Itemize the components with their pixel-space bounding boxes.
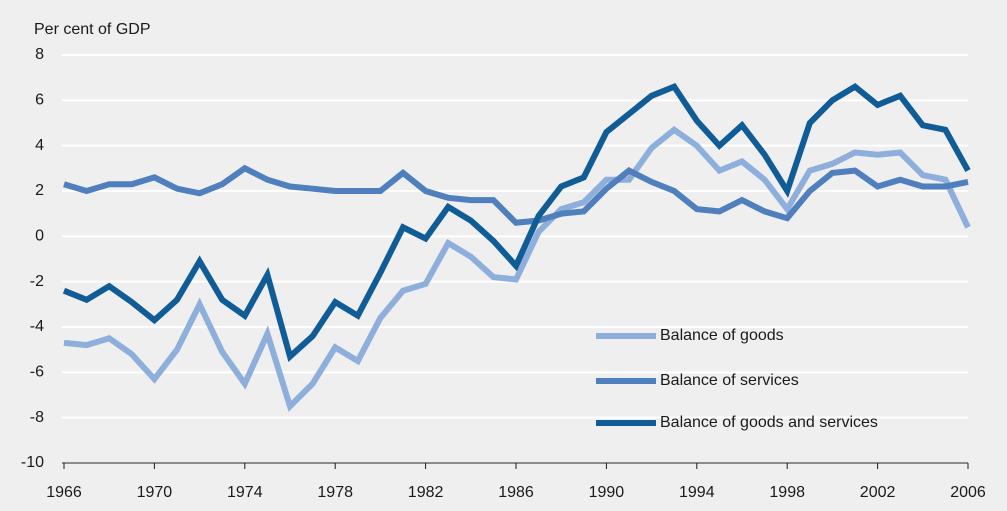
legend-label: Balance of services	[660, 372, 799, 389]
legend-label: Balance of goods	[660, 327, 784, 344]
y-tick-label: 0	[35, 228, 44, 245]
x-tick-label: 1986	[498, 484, 534, 501]
x-tick-label: 2006	[950, 484, 986, 501]
y-tick-label: 8	[35, 46, 44, 63]
x-tick-label: 1990	[589, 484, 625, 501]
y-tick-label: 4	[35, 137, 44, 154]
y-tick-label: -4	[30, 318, 44, 335]
x-tick-label: 1994	[679, 484, 715, 501]
x-tick-label: 1998	[769, 484, 805, 501]
series-line	[62, 83, 971, 362]
y-tick-label: -10	[21, 454, 44, 471]
y-tick-label: -8	[30, 409, 44, 426]
y-tick-label: 6	[35, 92, 44, 109]
y-tick-label: 2	[35, 182, 44, 199]
y-axis-label: Per cent of GDP	[34, 21, 151, 38]
series-line	[63, 126, 971, 412]
x-tick-label: 1982	[408, 484, 444, 501]
y-tick-label: -2	[30, 273, 44, 290]
x-tick-label: 2002	[860, 484, 896, 501]
x-tick-label: 1978	[317, 484, 353, 501]
legend-label: Balance of goods and services	[660, 414, 878, 431]
x-tick-label: 1966	[46, 484, 82, 501]
x-tick-label: 1970	[137, 484, 173, 501]
x-tick-label: 1974	[227, 484, 263, 501]
y-tick-label: -6	[30, 364, 44, 381]
series-line	[63, 164, 969, 226]
